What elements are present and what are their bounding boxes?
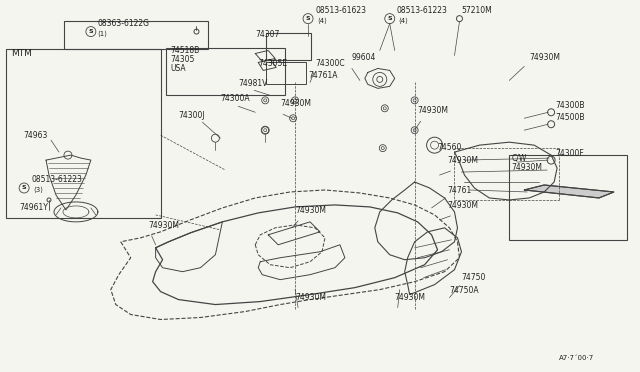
- Text: 74305E: 74305E: [258, 60, 287, 68]
- Text: 74300B: 74300B: [555, 101, 584, 110]
- Text: 74930M: 74930M: [418, 106, 449, 115]
- Text: C/W: C/W: [511, 153, 527, 162]
- Text: 74500B: 74500B: [555, 113, 584, 122]
- Text: 08363-6122G: 08363-6122G: [98, 19, 150, 28]
- Text: ⟨3⟩: ⟨3⟩: [33, 187, 43, 193]
- Text: S: S: [88, 29, 93, 34]
- Text: ⟨4⟩: ⟨4⟩: [317, 17, 327, 23]
- Text: 99604: 99604: [352, 54, 376, 62]
- Text: 74518B: 74518B: [171, 46, 200, 55]
- Text: 74300J: 74300J: [179, 111, 205, 120]
- Text: 74930M: 74930M: [295, 292, 326, 302]
- Text: S: S: [306, 16, 310, 21]
- Text: MTM: MTM: [11, 49, 32, 58]
- Text: ⟨4⟩: ⟨4⟩: [399, 17, 408, 23]
- Text: 74307: 74307: [255, 29, 280, 39]
- Text: 74305: 74305: [171, 55, 195, 64]
- Text: 08513-61223: 08513-61223: [31, 175, 82, 184]
- Text: 74930M: 74930M: [447, 201, 479, 210]
- Polygon shape: [524, 185, 614, 198]
- Text: 08513-61623: 08513-61623: [315, 6, 366, 15]
- Text: 74930M: 74930M: [148, 221, 180, 230]
- Bar: [266, 62, 306, 84]
- Text: 74930M: 74930M: [447, 156, 479, 165]
- Bar: [509, 155, 627, 240]
- Text: 74750A: 74750A: [449, 286, 479, 295]
- Text: USA: USA: [171, 64, 186, 73]
- Bar: [166, 48, 285, 95]
- Text: 74300F: 74300F: [555, 149, 584, 158]
- Text: 74930M: 74930M: [511, 163, 542, 172]
- Text: 74761: 74761: [447, 186, 472, 195]
- Text: 74930M: 74930M: [529, 54, 560, 62]
- Text: 08513-61223: 08513-61223: [397, 6, 447, 15]
- Text: 74930M: 74930M: [395, 292, 426, 302]
- Text: 74750: 74750: [461, 273, 486, 282]
- Text: 74963: 74963: [23, 131, 47, 140]
- Bar: [266, 33, 311, 61]
- Bar: [64, 20, 209, 48]
- Text: 57210M: 57210M: [461, 6, 492, 15]
- Text: 74930M: 74930M: [295, 206, 326, 215]
- Text: S: S: [22, 186, 26, 190]
- Text: 74300A: 74300A: [220, 94, 250, 103]
- Text: 74761A: 74761A: [308, 71, 337, 80]
- Text: ⟨1⟩: ⟨1⟩: [98, 31, 108, 36]
- Text: 74981V: 74981V: [238, 79, 268, 89]
- Text: S: S: [387, 16, 392, 21]
- Text: 74961Y: 74961Y: [19, 203, 48, 212]
- Text: 74300C: 74300C: [315, 60, 345, 68]
- Bar: [6, 48, 161, 218]
- Text: A7·7´00·7: A7·7´00·7: [559, 355, 594, 361]
- Text: 74560: 74560: [438, 143, 462, 152]
- Text: 74930M: 74930M: [280, 99, 311, 108]
